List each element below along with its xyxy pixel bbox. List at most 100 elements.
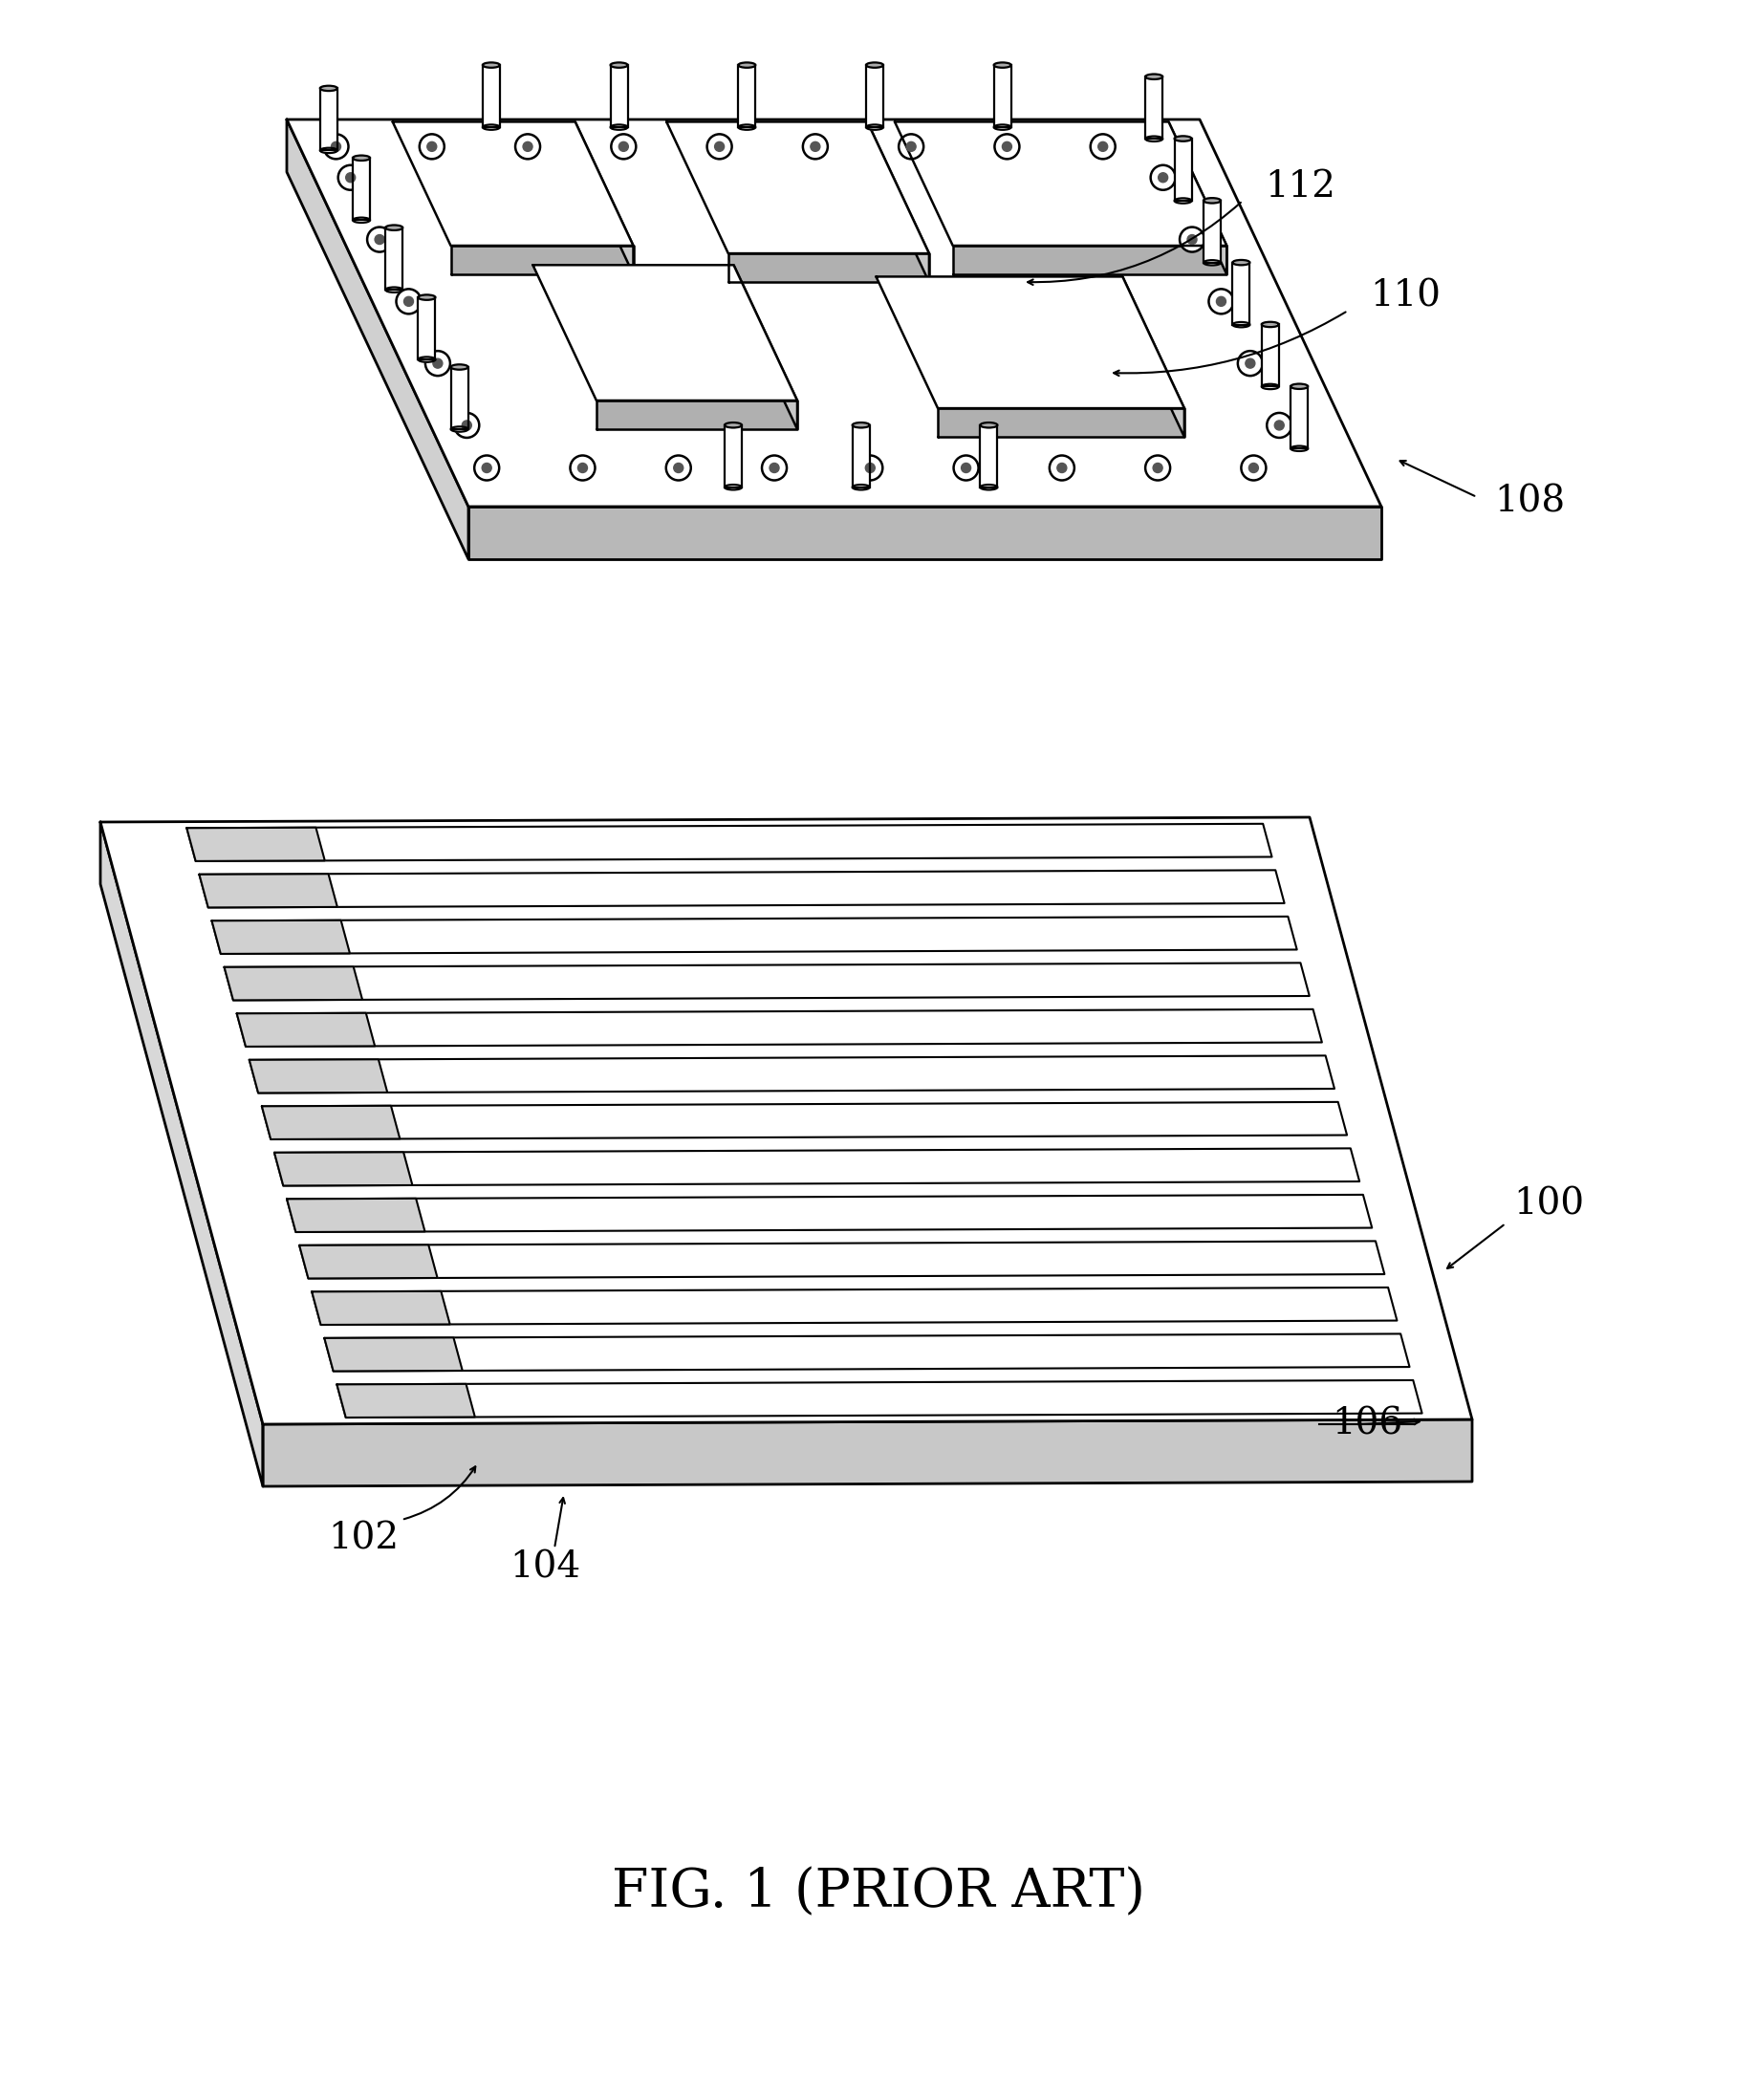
Circle shape (462, 420, 471, 430)
Circle shape (515, 134, 539, 160)
Ellipse shape (1204, 197, 1221, 204)
Polygon shape (262, 1107, 401, 1140)
Circle shape (474, 456, 499, 481)
Polygon shape (249, 1056, 1335, 1092)
Ellipse shape (866, 124, 884, 130)
Polygon shape (852, 424, 870, 487)
Polygon shape (724, 424, 741, 487)
Polygon shape (325, 1338, 462, 1371)
Ellipse shape (980, 422, 998, 428)
Polygon shape (980, 424, 998, 487)
Polygon shape (392, 122, 633, 246)
Ellipse shape (866, 63, 884, 67)
Circle shape (1246, 359, 1254, 368)
Circle shape (332, 143, 341, 151)
Polygon shape (1291, 386, 1307, 449)
Ellipse shape (1233, 321, 1249, 328)
Polygon shape (311, 1292, 450, 1325)
Circle shape (337, 166, 364, 189)
Ellipse shape (1204, 260, 1221, 265)
Circle shape (524, 143, 532, 151)
Polygon shape (952, 246, 1226, 275)
Polygon shape (311, 1287, 1397, 1325)
Polygon shape (1204, 202, 1221, 262)
Ellipse shape (483, 124, 499, 130)
Circle shape (1179, 227, 1205, 252)
Polygon shape (286, 120, 1381, 506)
Polygon shape (1123, 277, 1184, 437)
Polygon shape (938, 407, 1184, 437)
Polygon shape (213, 920, 350, 953)
Polygon shape (734, 265, 798, 428)
Circle shape (420, 134, 445, 160)
Ellipse shape (980, 485, 998, 489)
Text: 104: 104 (510, 1550, 580, 1586)
Ellipse shape (418, 294, 436, 300)
Text: 100: 100 (1513, 1186, 1585, 1222)
Ellipse shape (483, 63, 499, 67)
Ellipse shape (418, 357, 436, 361)
Text: 110: 110 (1370, 279, 1441, 315)
Circle shape (1151, 166, 1175, 189)
Polygon shape (225, 964, 1309, 1000)
Polygon shape (286, 1195, 1372, 1233)
Circle shape (404, 296, 413, 307)
Polygon shape (100, 817, 1472, 1424)
Ellipse shape (1291, 445, 1307, 452)
Ellipse shape (994, 124, 1010, 130)
Ellipse shape (320, 86, 337, 90)
Polygon shape (237, 1010, 1321, 1046)
Ellipse shape (724, 422, 741, 428)
Text: FIG. 1 (PRIOR ART): FIG. 1 (PRIOR ART) (611, 1867, 1146, 1919)
Circle shape (1249, 464, 1258, 472)
Polygon shape (877, 277, 1184, 407)
Polygon shape (286, 1199, 425, 1233)
Circle shape (1240, 456, 1267, 481)
Circle shape (455, 414, 480, 437)
Circle shape (1188, 235, 1197, 244)
Circle shape (1237, 351, 1263, 376)
Polygon shape (1146, 78, 1163, 139)
Polygon shape (666, 122, 929, 254)
Circle shape (1058, 464, 1066, 472)
Ellipse shape (1174, 197, 1191, 204)
Ellipse shape (852, 485, 870, 489)
Circle shape (1098, 143, 1107, 151)
Circle shape (715, 143, 724, 151)
Polygon shape (610, 65, 627, 128)
Ellipse shape (320, 147, 337, 153)
Ellipse shape (1146, 74, 1163, 80)
Circle shape (1091, 134, 1116, 160)
Polygon shape (1174, 139, 1191, 202)
Circle shape (770, 464, 778, 472)
Circle shape (803, 134, 828, 160)
Polygon shape (299, 1245, 437, 1279)
Circle shape (611, 134, 636, 160)
Ellipse shape (353, 218, 371, 223)
Polygon shape (225, 966, 362, 1000)
Ellipse shape (385, 225, 402, 231)
Circle shape (666, 456, 691, 481)
Ellipse shape (452, 365, 467, 370)
Circle shape (1146, 456, 1170, 481)
Circle shape (571, 456, 596, 481)
Polygon shape (385, 227, 402, 290)
Polygon shape (274, 1149, 1360, 1186)
Polygon shape (727, 254, 929, 281)
Ellipse shape (738, 124, 756, 130)
Polygon shape (452, 246, 633, 275)
Ellipse shape (1262, 321, 1279, 328)
Polygon shape (199, 874, 337, 907)
Polygon shape (100, 821, 264, 1487)
Polygon shape (868, 122, 929, 281)
Text: 102: 102 (329, 1520, 399, 1556)
Circle shape (425, 351, 450, 376)
Polygon shape (353, 158, 371, 220)
Circle shape (763, 456, 787, 481)
Circle shape (907, 143, 915, 151)
Polygon shape (469, 506, 1381, 559)
Ellipse shape (1291, 384, 1307, 388)
Polygon shape (262, 1102, 1348, 1140)
Circle shape (374, 235, 385, 244)
Circle shape (618, 143, 629, 151)
